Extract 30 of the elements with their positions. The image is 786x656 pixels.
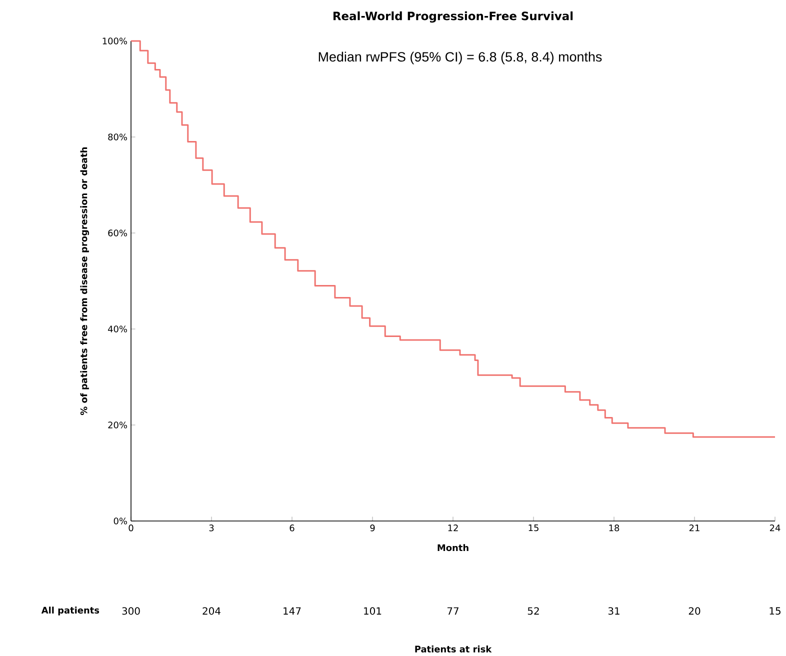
x-axis-title: Month [438,544,468,552]
x-tick-label: 24 [770,524,780,532]
text: 77 [447,607,458,615]
y-tick-label: 100% [102,38,127,44]
text: 20 [688,607,700,615]
text: Patients at risk [415,646,492,652]
x-tick-label: 3 [209,524,214,532]
text: 31 [608,607,620,615]
text: 101 [364,607,382,615]
x-tick-label: 12 [448,524,458,532]
text: Median rwPFS (95% CI) = 6.8 (5.8, 8.4) months [318,52,602,64]
text: 147 [284,607,301,615]
y-tick-label: 80% [108,134,127,140]
y-tick-label: 0% [114,518,127,524]
x-tick-label: 9 [370,524,375,532]
text: 15 [770,607,780,615]
y-tick-label: 60% [108,230,127,236]
y-axis-title: % of patients free from disease progression or death [80,147,90,416]
chart-title: Real-World Progression-Free Survival [334,11,573,23]
text: 300 [122,607,140,615]
y-tick-label: 40% [108,326,127,332]
x-tick-label: 0 [128,524,134,532]
x-tick-label: 15 [528,524,538,532]
x-tick-label: 21 [689,524,700,532]
text: 52 [528,607,539,615]
x-tick-label: 6 [290,524,294,532]
text: All patients [41,606,100,616]
x-tick-label: 18 [609,524,620,532]
y-tick-label: 20% [108,422,127,428]
text: 204 [202,607,220,615]
